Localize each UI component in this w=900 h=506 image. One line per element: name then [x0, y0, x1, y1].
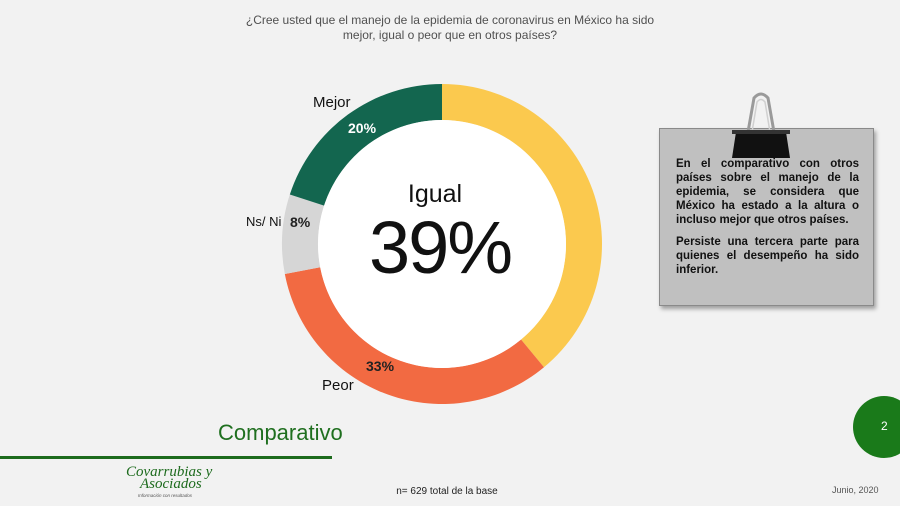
question-line-2: mejor, igual o peor que en otros países? — [342, 28, 558, 42]
logo-tagline: Información con resultados — [138, 493, 193, 498]
category-label-peor: Peor — [322, 377, 354, 394]
donut-slice-ns-ni — [281, 194, 325, 274]
logo-wordmark: Covarrubias y Asociados — [126, 464, 213, 492]
base-note: n= 629 total de la base — [396, 486, 498, 497]
donut-hole — [318, 120, 566, 368]
donut-slice-mejor — [289, 84, 442, 206]
section-divider — [0, 456, 332, 459]
value-label-mejor: 20% — [348, 120, 377, 136]
category-label-mejor: Mejor — [313, 94, 351, 111]
logo-line-2: Asociados — [140, 476, 202, 492]
donut-slice-peor — [284, 267, 544, 404]
question-line-1: ¿Cree usted que el manejo de la epidemia… — [245, 13, 655, 27]
center-category-label: Igual — [407, 180, 463, 208]
note-paragraph-2: Persiste una tercera parte para quienes … — [676, 236, 859, 276]
center-value-label: 39% — [368, 206, 513, 289]
binder-clip-icon — [732, 92, 790, 158]
date-label: Junio, 2020 — [832, 485, 879, 495]
company-logo: Covarrubias y Asociados Información con … — [126, 464, 226, 500]
category-label-nsni: Ns/ Ni — [246, 214, 282, 229]
section-title: Comparativo — [218, 420, 343, 445]
page-number-badge — [853, 396, 900, 458]
page-number: 2 — [881, 419, 888, 433]
note-paragraph-1: En el comparativo con otros países sobre… — [676, 158, 859, 226]
value-label-nsni: 8% — [290, 214, 311, 230]
chart-question: ¿Cree usted que el manejo de la epidemia… — [230, 13, 670, 43]
donut-slice-igual — [442, 84, 602, 368]
value-label-peor: 33% — [366, 358, 395, 374]
logo-line-1: Covarrubias y — [126, 464, 213, 480]
